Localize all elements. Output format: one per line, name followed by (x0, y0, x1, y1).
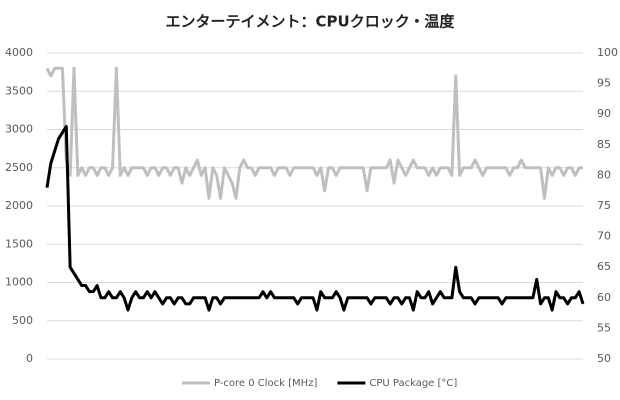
y-tick-label: 2500 (5, 161, 33, 174)
chart-title: エンターテイメント：CPUクロック・温度 (166, 13, 456, 31)
y2-tick-label: 90 (597, 107, 611, 120)
y-tick-label: 1500 (5, 237, 33, 250)
y2-tick-label: 50 (597, 352, 611, 365)
y-tick-label: 4000 (5, 46, 33, 59)
y2-tick-label: 80 (597, 168, 611, 181)
y2-tick-label: 55 (597, 321, 611, 334)
legend-label: CPU Package [°C] (369, 378, 457, 389)
y-tick-label: 3500 (5, 84, 33, 97)
series-line (45, 124, 585, 312)
y2-tick-label: 85 (597, 138, 611, 151)
y2-tick-label: 95 (597, 77, 611, 90)
y-tick-label: 1000 (5, 276, 33, 289)
y2-tick-label: 70 (597, 230, 611, 243)
y-tick-label: 3000 (5, 123, 33, 136)
y-tick-label: 500 (12, 314, 33, 327)
y-tick-label: 0 (26, 352, 33, 365)
y2-tick-label: 65 (597, 260, 611, 273)
y2-tick-label: 75 (597, 199, 611, 212)
y-tick-label: 2000 (5, 199, 33, 212)
legend-label: P-core 0 Clock [MHz] (214, 378, 317, 389)
y2-tick-label: 60 (597, 291, 611, 304)
y2-tick-label: 100 (597, 46, 618, 59)
series-line (45, 66, 583, 200)
